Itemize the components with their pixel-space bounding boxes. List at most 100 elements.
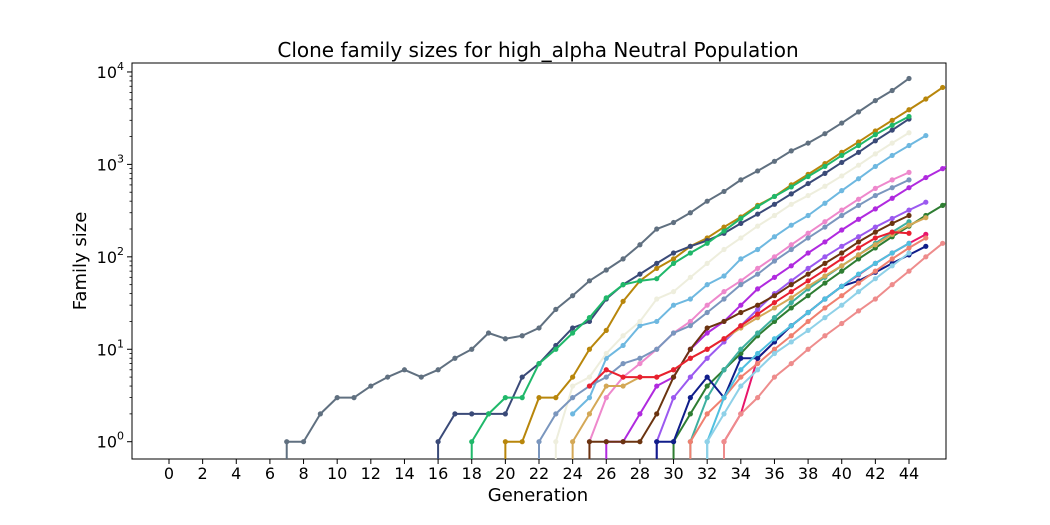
data-point [822, 333, 828, 339]
data-point [771, 158, 778, 164]
series-line [689, 237, 927, 459]
data-point [755, 265, 761, 271]
data-point [822, 219, 828, 225]
data-point [637, 323, 643, 329]
data-point [906, 185, 912, 191]
data-point [721, 273, 727, 279]
data-point [738, 177, 744, 183]
data-point [721, 411, 727, 417]
data-point [855, 252, 862, 258]
data-point [822, 280, 828, 286]
y-axis-label: Family size [70, 212, 91, 311]
data-point [654, 318, 660, 325]
series-1 [284, 75, 912, 459]
data-point [704, 309, 710, 316]
data-point [822, 170, 828, 176]
data-point [704, 302, 710, 308]
data-point [805, 327, 811, 334]
data-point [839, 188, 845, 194]
series-line [706, 242, 910, 459]
data-point [755, 311, 761, 317]
data-point [805, 250, 811, 256]
data-point [855, 196, 862, 202]
data-point [855, 202, 862, 209]
series-line [588, 231, 910, 387]
data-point [502, 395, 508, 401]
data-point [872, 296, 878, 302]
data-point [687, 274, 693, 280]
data-point [771, 201, 778, 207]
data-point [654, 439, 660, 445]
data-point [721, 188, 727, 195]
data-point [788, 360, 794, 367]
data-point [620, 439, 626, 445]
x-axis-ticks: 0 2 4 6 8 10 12 14 16 18 20 22 24 26 28 30 32 34 36 38 40 42 4… [164, 459, 919, 483]
data-point [771, 336, 778, 342]
data-point [788, 191, 794, 197]
data-point [755, 355, 761, 361]
data-point [738, 256, 744, 262]
x-tick-label: 4 [231, 464, 241, 483]
x-tick-label: 8 [298, 464, 308, 483]
data-point [855, 245, 862, 251]
data-point [923, 215, 929, 221]
data-point [872, 151, 878, 157]
data-point [687, 250, 693, 256]
data-point [923, 235, 929, 241]
data-point [805, 271, 811, 277]
data-point [637, 355, 643, 361]
data-point [889, 282, 895, 288]
data-point [586, 374, 593, 380]
data-point [822, 305, 828, 311]
data-point [889, 195, 895, 201]
y-axis-ticks: 100 101 102 103 104 [97, 60, 132, 452]
data-point [620, 360, 626, 367]
plot-area [131, 62, 947, 460]
data-point [788, 246, 794, 253]
series-6 [553, 130, 912, 459]
data-point [906, 142, 912, 149]
data-point [670, 302, 677, 308]
data-point [805, 192, 811, 199]
x-tick-label: 20 [495, 464, 515, 483]
data-point [855, 149, 862, 155]
data-point [620, 282, 626, 288]
data-point [872, 229, 878, 235]
data-point [704, 383, 710, 389]
data-point [771, 346, 778, 352]
data-point [839, 250, 845, 256]
series-21 [704, 250, 912, 459]
data-point [855, 176, 862, 182]
data-point [553, 411, 559, 417]
data-point [435, 367, 441, 373]
data-point [771, 274, 778, 280]
data-point [435, 439, 441, 445]
data-point [872, 235, 878, 241]
data-point [670, 439, 677, 445]
data-point [570, 374, 576, 380]
data-point [889, 177, 895, 183]
data-point [721, 318, 727, 325]
data-point [923, 254, 929, 260]
data-point [906, 169, 912, 175]
data-point [553, 306, 559, 312]
data-point [284, 439, 290, 445]
data-point [704, 240, 710, 246]
data-point [620, 374, 626, 380]
data-point [755, 168, 761, 174]
data-point [620, 383, 626, 389]
data-point [822, 163, 828, 170]
x-tick-label: 44 [899, 464, 919, 483]
data-point [839, 268, 845, 274]
y-tick-label: 102 [97, 245, 124, 267]
data-point [704, 355, 710, 361]
data-point [839, 256, 845, 262]
y-tick-label: 103 [97, 152, 124, 174]
series-11 [654, 199, 929, 459]
data-point [738, 278, 744, 284]
data-point [872, 268, 878, 274]
x-tick-label: 6 [265, 464, 275, 483]
data-point [755, 246, 761, 253]
series-layer [284, 75, 946, 459]
data-point [687, 210, 693, 216]
